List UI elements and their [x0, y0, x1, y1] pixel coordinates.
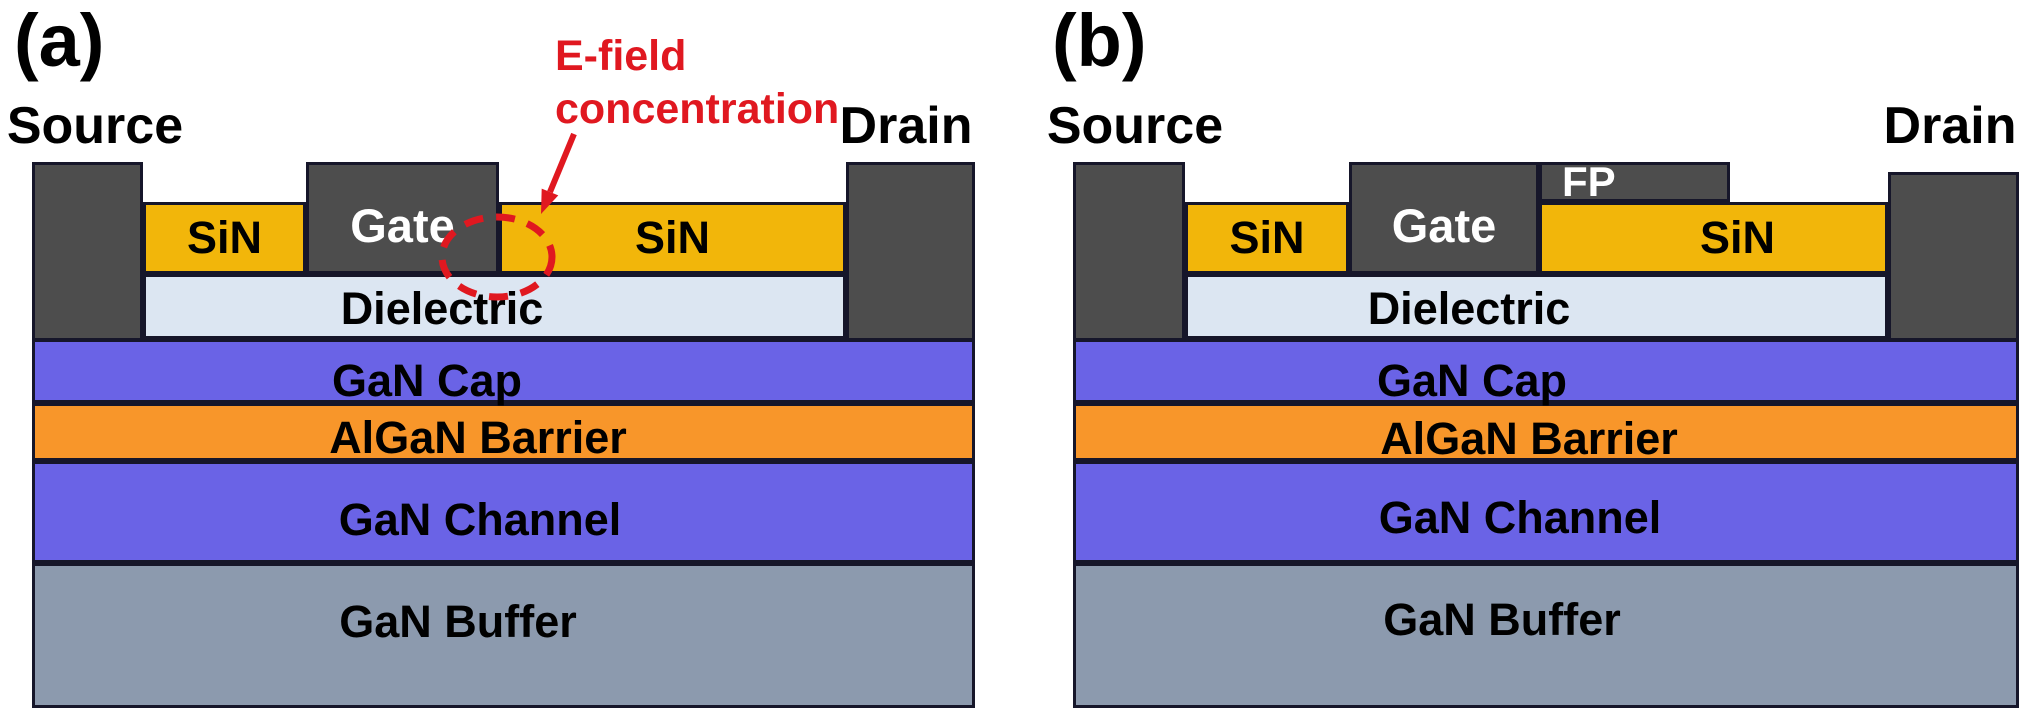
panel-a-algan-barrier-label: AlGaN Barrier	[329, 412, 627, 463]
panel-a-gate-label: Gate	[350, 198, 455, 252]
efield-ellipse	[438, 213, 556, 301]
panel-b-sin-left-layer: SiN	[1185, 202, 1349, 274]
efield-annotation-text: E-field concentration	[555, 30, 839, 136]
panel-a-gan-cap-label: GaN Cap	[331, 355, 523, 406]
efield-annotation-graphic	[438, 132, 577, 301]
panel-a-dielectric-label: Dielectric	[340, 283, 544, 334]
panel-b-gate-contact: Gate	[1349, 162, 1539, 274]
panel-b-fp-label: FP	[1562, 158, 1616, 205]
panel-b-source-label: Source	[1046, 97, 1224, 155]
panel-a-sin-right-layer: SiN	[499, 202, 846, 274]
panel-b-source-contact	[1073, 162, 1185, 341]
panel-b-sin-right-label: SiN	[1699, 212, 1775, 263]
panel-a-gan-channel-label: GaN Channel	[338, 494, 622, 545]
panel-b-field-plate: FP	[1539, 158, 1730, 205]
panel-b-tag: (b)	[1052, 0, 1147, 82]
panel-b-gate-label: Gate	[1391, 198, 1497, 252]
panel-b-dielectric-layer	[1185, 274, 1888, 339]
panel-b-algan-barrier-layer	[1073, 403, 2019, 461]
panel-b-drain-contact	[1888, 172, 2019, 341]
panel-a-sin-left-layer: SiN	[143, 202, 306, 274]
panel-b-gan-channel-layer	[1073, 461, 2019, 563]
panel-a-gan-buffer-label: GaN Buffer	[339, 596, 577, 647]
panel-a-gan-channel-layer	[32, 461, 975, 563]
panel-b-gan-cap-label: GaN Cap	[1376, 355, 1568, 406]
panel-b-sin-right-layer: SiN	[1539, 202, 1888, 274]
panel-b-gan-channel-label: GaN Channel	[1378, 492, 1662, 543]
efield-arrowhead-icon	[541, 188, 559, 214]
efield-annotation-line2: concentration	[555, 85, 840, 133]
panel-a-source-label: Source	[6, 97, 184, 155]
panel-a-drain-contact	[846, 162, 975, 341]
panel-a-drain-label: Drain	[839, 97, 973, 155]
panel-b-algan-barrier-label: AlGaN Barrier	[1380, 413, 1678, 464]
panel-b-sin-left-label: SiN	[1229, 212, 1305, 263]
efield-arrow	[547, 132, 577, 194]
panel-a-source-contact	[32, 162, 143, 341]
efield-annotation-line1: E-field	[555, 32, 687, 80]
panel-b-gan-cap-layer	[1073, 339, 2019, 403]
panel-a-sin-left-label: SiN	[186, 212, 262, 263]
panel-b-dielectric-label: Dielectric	[1367, 283, 1571, 334]
panel-a-tag: (a)	[14, 0, 105, 82]
panel-b-drain-label: Drain	[1883, 97, 2017, 155]
panel-a-dielectric-layer	[143, 274, 846, 339]
panel-b-gan-buffer-label: GaN Buffer	[1383, 594, 1621, 645]
panel-b-gan-buffer-layer	[1073, 563, 2019, 708]
panel-a-gan-cap-layer	[32, 339, 975, 403]
panel-a-algan-barrier-layer	[32, 403, 975, 461]
panel-a-sin-right-label: SiN	[634, 212, 710, 263]
panel-a-gan-buffer-layer	[32, 563, 975, 708]
